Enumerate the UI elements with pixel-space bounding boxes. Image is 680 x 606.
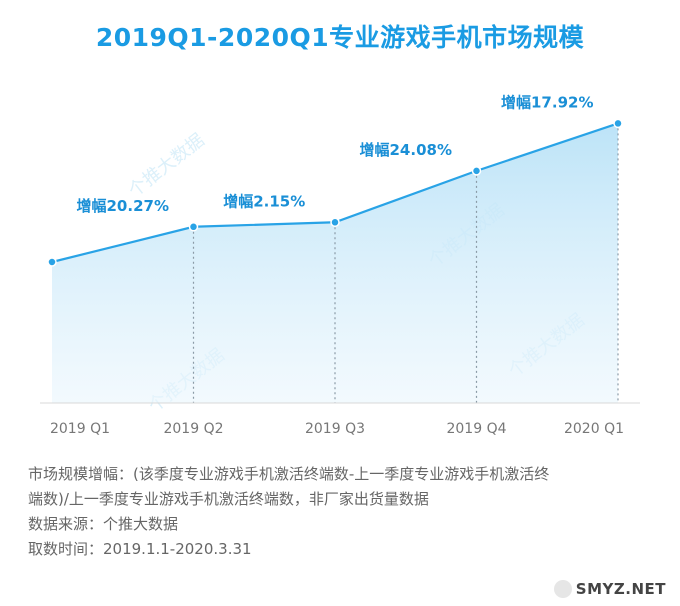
- data-point: [188, 222, 199, 232]
- x-tick-label: 2019 Q4: [446, 421, 506, 437]
- annotation-label: 增幅24.08%: [360, 141, 452, 159]
- note-line: 市场规模增幅：(该季度专业游戏手机激活终端数-上一季度专业游戏手机激活终: [28, 465, 550, 483]
- watermark-text: 个推大数据: [125, 130, 209, 202]
- data-point: [47, 257, 57, 267]
- annotation-label: 增幅17.92%: [501, 93, 593, 111]
- data-point: [613, 118, 623, 129]
- site-mark-text: SMYZ.NET: [575, 580, 666, 598]
- note-line: 数据来源：个推大数据: [28, 515, 179, 533]
- x-tick-label: 2020 Q1: [564, 421, 624, 437]
- data-points: [47, 118, 623, 267]
- data-point: [471, 166, 482, 176]
- annotation-labels: 增幅20.27% 增幅2.15% 增幅24.08% 增幅17.92%: [77, 93, 594, 214]
- site-watermark: SMYZ.NET: [553, 580, 666, 598]
- site-logo-icon: [553, 580, 572, 598]
- notes-block: 市场规模增幅：(该季度专业游戏手机激活终端数-上一季度专业游戏手机激活终 端数)…: [28, 462, 658, 562]
- data-point: [330, 217, 340, 228]
- area-chart: 个推大数据个推大数据个推大数据个推大数据 增幅20.27%增幅2.15%增幅24…: [40, 93, 640, 437]
- note-line: 端数)/上一季度专业游戏手机激活终端数，非厂家出货量数据: [28, 490, 429, 508]
- chart-title: 2019Q1-2020Q1专业游戏手机市场规模: [95, 23, 585, 52]
- x-tick-label: 2019 Q3: [305, 421, 365, 437]
- x-tick-labels: 2019 Q1 2019 Q2 2019 Q3 2019 Q4 2020 Q1: [50, 421, 624, 437]
- annotation-label: 增幅2.15%: [223, 192, 305, 210]
- annotation-label: 增幅20.27%: [77, 197, 169, 215]
- drop-lines: [192, 123, 619, 403]
- note-line: 取数时间：2019.1.1-2020.3.31: [28, 540, 252, 558]
- x-tick-label: 2019 Q2: [163, 421, 223, 437]
- x-tick-label: 2019 Q1: [50, 421, 110, 437]
